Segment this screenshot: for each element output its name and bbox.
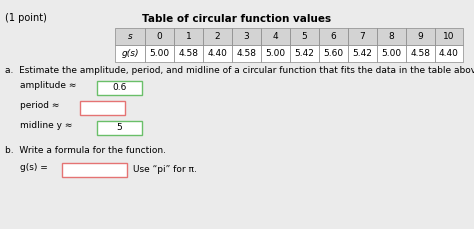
Text: 6: 6 bbox=[331, 32, 337, 41]
Text: 4.58: 4.58 bbox=[179, 49, 199, 58]
Text: 7: 7 bbox=[360, 32, 365, 41]
Bar bbox=[435, 45, 463, 62]
Text: 5.42: 5.42 bbox=[294, 49, 314, 58]
Text: 5.00: 5.00 bbox=[265, 49, 285, 58]
Bar bbox=[435, 28, 463, 45]
Text: b.  Write a formula for the function.: b. Write a formula for the function. bbox=[5, 146, 166, 155]
Bar bbox=[406, 28, 435, 45]
Bar bbox=[377, 45, 406, 62]
Text: a.  Estimate the amplitude, period, and midline of a circular function that fits: a. Estimate the amplitude, period, and m… bbox=[5, 66, 474, 75]
Bar bbox=[145, 28, 174, 45]
Bar bbox=[261, 28, 290, 45]
Bar bbox=[80, 101, 125, 115]
Bar bbox=[97, 121, 142, 135]
Text: s: s bbox=[128, 32, 132, 41]
Bar bbox=[203, 45, 232, 62]
Bar bbox=[319, 28, 348, 45]
Text: 10: 10 bbox=[443, 32, 455, 41]
Bar bbox=[319, 45, 348, 62]
Text: 5: 5 bbox=[301, 32, 307, 41]
Text: 5: 5 bbox=[117, 123, 122, 133]
Bar bbox=[115, 45, 145, 62]
Bar bbox=[115, 28, 145, 45]
Text: amplitude ≈: amplitude ≈ bbox=[20, 81, 76, 90]
Bar bbox=[145, 45, 174, 62]
Text: 5.00: 5.00 bbox=[149, 49, 170, 58]
Text: (1 point): (1 point) bbox=[5, 13, 47, 23]
Text: Table of circular function values: Table of circular function values bbox=[143, 14, 331, 24]
Text: 5.42: 5.42 bbox=[353, 49, 373, 58]
Bar bbox=[406, 45, 435, 62]
Text: 0: 0 bbox=[156, 32, 163, 41]
Text: 4.40: 4.40 bbox=[439, 49, 459, 58]
Bar bbox=[377, 28, 406, 45]
Bar bbox=[62, 163, 127, 177]
Text: 2: 2 bbox=[215, 32, 220, 41]
Text: g(s): g(s) bbox=[121, 49, 139, 58]
Text: 9: 9 bbox=[418, 32, 423, 41]
Bar bbox=[203, 28, 232, 45]
Bar bbox=[348, 28, 377, 45]
Bar bbox=[97, 81, 142, 95]
Bar bbox=[348, 45, 377, 62]
Text: 5.00: 5.00 bbox=[382, 49, 401, 58]
Text: 5.60: 5.60 bbox=[323, 49, 344, 58]
Text: 1: 1 bbox=[186, 32, 191, 41]
Text: 4: 4 bbox=[273, 32, 278, 41]
Bar bbox=[290, 28, 319, 45]
Text: midline y ≈: midline y ≈ bbox=[20, 121, 73, 130]
Text: 4.58: 4.58 bbox=[410, 49, 430, 58]
Text: 8: 8 bbox=[389, 32, 394, 41]
Bar bbox=[174, 28, 203, 45]
Bar bbox=[232, 28, 261, 45]
Text: Use “pi” for π.: Use “pi” for π. bbox=[133, 166, 197, 174]
Bar bbox=[232, 45, 261, 62]
Text: g(s) =: g(s) = bbox=[20, 163, 48, 172]
Bar bbox=[261, 45, 290, 62]
Text: 0.6: 0.6 bbox=[112, 84, 127, 93]
Bar bbox=[174, 45, 203, 62]
Text: 4.58: 4.58 bbox=[237, 49, 256, 58]
Text: 4.40: 4.40 bbox=[208, 49, 228, 58]
Text: period ≈: period ≈ bbox=[20, 101, 59, 110]
Text: 3: 3 bbox=[244, 32, 249, 41]
Bar bbox=[290, 45, 319, 62]
